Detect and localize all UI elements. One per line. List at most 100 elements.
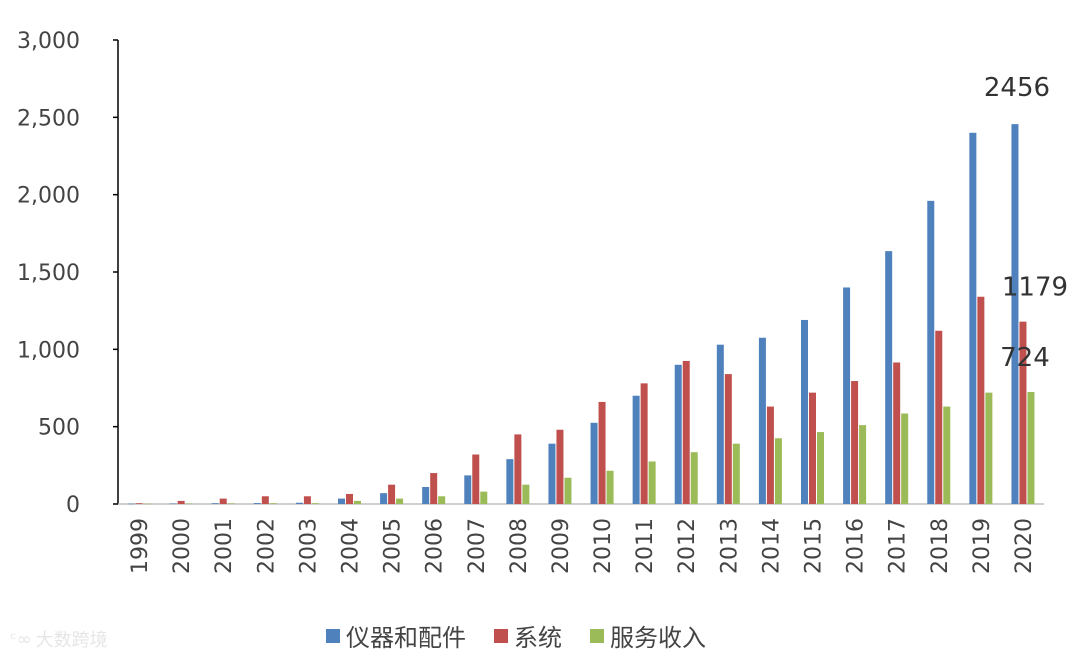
bar: [1019, 321, 1027, 504]
data-label: 2456: [984, 73, 1050, 103]
x-tick-label: 2011: [633, 518, 658, 574]
bar: [901, 413, 909, 504]
x-tick-label: 2006: [423, 518, 448, 574]
bar: [143, 503, 151, 505]
x-tick-label: 2007: [465, 518, 490, 574]
x-tick-label: 2015: [802, 518, 827, 574]
bar: [598, 401, 606, 504]
legend-swatch-systems: [494, 628, 508, 643]
bar: [338, 498, 345, 504]
bar: [396, 498, 404, 504]
x-tick-label: 2004: [339, 518, 364, 574]
bar: [843, 287, 851, 504]
bar: [514, 434, 522, 504]
bar: [295, 502, 303, 504]
bar: [219, 498, 227, 504]
bar: [943, 406, 951, 504]
legend-label-systems: 系统: [514, 624, 562, 652]
y-tick-label: 500: [38, 416, 80, 441]
bar: [648, 461, 656, 504]
bar: [859, 425, 867, 504]
legend-label-services: 服务收入: [610, 624, 706, 652]
bar: [640, 383, 648, 504]
bar: [716, 344, 724, 504]
bar: [969, 132, 977, 505]
bar: [211, 503, 219, 504]
bar: [774, 438, 782, 504]
bar: [269, 503, 277, 504]
legend-label-instruments: 仪器和配件: [346, 624, 466, 652]
bar: [606, 470, 614, 504]
bar: [380, 493, 388, 504]
bar: [472, 454, 480, 504]
bar: [1011, 124, 1019, 504]
bar: [977, 296, 985, 504]
y-tick-label: 2,500: [17, 106, 80, 131]
data-label: 724: [1000, 343, 1050, 373]
logo-icon: ᶜ∞: [10, 628, 32, 650]
bar: [674, 364, 682, 504]
x-tick-label: 2016: [844, 518, 869, 574]
bar: [506, 459, 514, 504]
bar: [303, 496, 311, 504]
y-tick-label: 1,500: [17, 261, 80, 286]
bar: [261, 496, 269, 504]
y-tick-label: 2,000: [17, 184, 80, 209]
bar: [388, 484, 396, 504]
bar: [590, 422, 598, 504]
x-tick-label: 2010: [591, 518, 616, 574]
legend-item-instruments: 仪器和配件: [326, 618, 466, 653]
bar: [1027, 392, 1035, 504]
bar: [801, 319, 808, 504]
x-tick-label: 2019: [970, 518, 995, 574]
x-tick-label: 1999: [128, 518, 153, 574]
bar: [724, 374, 732, 504]
bar: [851, 381, 859, 504]
bar: [135, 503, 143, 504]
bar: [548, 443, 556, 504]
bar: [809, 392, 816, 504]
x-tick-label: 2000: [170, 518, 195, 574]
bar: [893, 362, 901, 504]
bar: [438, 496, 446, 504]
bar: [885, 251, 893, 504]
y-tick-label: 3,000: [17, 29, 80, 54]
bar: [480, 491, 488, 504]
legend-swatch-services: [590, 628, 604, 643]
bar: [927, 200, 935, 504]
bar: [169, 503, 177, 505]
bar: [564, 477, 572, 504]
legend: 仪器和配件 系统 服务收入: [326, 618, 706, 653]
bar: [185, 503, 193, 505]
x-tick-label: 2003: [296, 518, 321, 574]
bar: [766, 406, 774, 504]
bar: [732, 443, 740, 504]
bar: [682, 360, 690, 504]
bar: [632, 395, 640, 504]
bar: [127, 503, 135, 505]
watermark-text: 大数跨境: [35, 630, 108, 651]
x-tick-label: 2008: [507, 518, 532, 574]
bar: [985, 392, 993, 504]
bar: [817, 432, 824, 504]
x-tick-label: 2012: [675, 518, 700, 574]
bar: [253, 503, 261, 504]
data-label: 1179: [1002, 273, 1068, 303]
x-tick-label: 2002: [254, 518, 279, 574]
bar: [690, 452, 698, 504]
legend-item-systems: 系统: [494, 618, 562, 653]
bar: [522, 484, 530, 504]
x-tick-label: 2017: [886, 518, 911, 574]
y-tick-label: 0: [66, 493, 80, 518]
x-tick-label: 2018: [928, 518, 953, 574]
x-tick-label: 2020: [1012, 518, 1037, 574]
watermark: ᶜ∞ 大数跨境: [10, 626, 108, 652]
x-tick-label: 2005: [381, 518, 406, 574]
bar: [227, 503, 235, 504]
bar: [422, 486, 430, 504]
x-tick-label: 2014: [759, 518, 784, 574]
bar: [556, 429, 564, 504]
bar: [311, 503, 319, 504]
bar: [177, 500, 185, 504]
bar: [935, 330, 943, 504]
